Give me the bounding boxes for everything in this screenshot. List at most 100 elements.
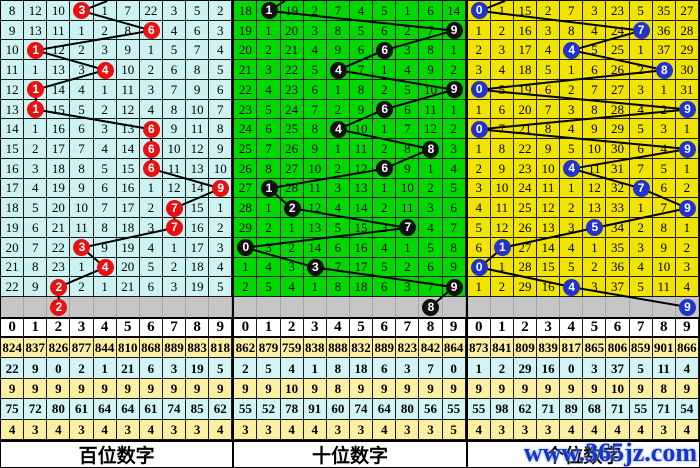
- miss-count-cell: 6: [24, 218, 48, 238]
- drawn-number-circle: 6: [142, 140, 160, 158]
- miss-count-cell: 18: [186, 257, 210, 278]
- digit-header-cell: 2: [47, 319, 71, 336]
- miss-count-cell: 14: [303, 237, 327, 258]
- watermark-link[interactable]: www.365jz.com: [523, 438, 697, 467]
- miss-count-cell: 11: [186, 119, 210, 140]
- stat-cell: 8: [652, 378, 676, 400]
- miss-count-cell: 1: [629, 40, 653, 61]
- stat-cell: 9: [234, 378, 258, 400]
- pending-cell: [491, 297, 514, 317]
- pending-cell: [514, 297, 538, 317]
- drawn-number-circle: 9: [678, 298, 696, 316]
- stat-cell: 3: [257, 419, 281, 441]
- stat-cell: 55: [442, 399, 466, 420]
- miss-count-cell: 1: [373, 119, 397, 140]
- stat-cell: 9: [490, 378, 514, 400]
- digit-header-cell: 7: [396, 319, 420, 336]
- stat-cell: 859: [629, 338, 653, 359]
- miss-count-cell: 18: [513, 60, 538, 80]
- stat-cell: 64: [373, 399, 397, 420]
- stat-cell: 16: [537, 358, 561, 379]
- miss-count-cell: 7: [209, 99, 233, 120]
- miss-count-cell: 1: [652, 79, 676, 100]
- miss-count-cell: 15: [1, 139, 25, 159]
- pending-cell: [257, 297, 281, 317]
- miss-count-cell: 23: [47, 257, 71, 278]
- miss-count-cell: 8: [93, 218, 117, 238]
- miss-count-cell: 7: [326, 257, 350, 278]
- stat-cell: 3: [490, 419, 514, 441]
- drawn-number-circle: 6: [142, 22, 160, 40]
- stat-cell: 3: [583, 358, 607, 379]
- miss-count-cell: 7: [93, 198, 117, 219]
- miss-count-cell: 13: [583, 198, 607, 219]
- pending-cell: [468, 297, 491, 317]
- miss-count-cell: 8: [257, 158, 281, 179]
- pending-cell: [653, 297, 676, 317]
- tens-panel-title: 十位数字: [234, 440, 466, 467]
- units-panel-title: 个位数字: [467, 440, 699, 467]
- drawn-number-circle: 7: [165, 199, 183, 217]
- drawn-number-circle: 2: [50, 298, 68, 316]
- miss-count-cell: 1: [675, 158, 699, 179]
- miss-count-cell: 11: [1, 60, 25, 80]
- miss-count-cell: 19: [186, 277, 210, 297]
- miss-count-cell: 21: [513, 119, 538, 140]
- miss-count-cell: 7: [116, 1, 140, 21]
- stat-cell: 823: [396, 338, 420, 359]
- digit-header-cell: 1: [257, 319, 281, 336]
- miss-count-cell: 28: [513, 257, 538, 278]
- miss-count-cell: 3: [490, 40, 514, 61]
- miss-count-cell: 1: [467, 139, 491, 159]
- miss-count-cell: 3: [93, 40, 117, 61]
- stat-cell: 3: [24, 419, 48, 441]
- miss-count-cell: 10: [303, 158, 327, 179]
- stat-cell: 9: [24, 358, 48, 379]
- miss-count-cell: 11: [490, 198, 514, 219]
- units-stats-rows: 873 841 809 839 817 865 806 859 901 866 1 2 29 16 0 3 37…: [467, 338, 699, 441]
- miss-count-cell: 8: [1, 1, 25, 21]
- stat-cell: 4: [303, 419, 327, 441]
- miss-count-cell: 9: [303, 139, 327, 159]
- miss-count-cell: 1: [467, 99, 491, 120]
- miss-count-cell: 10: [1, 40, 25, 61]
- miss-count-cell: 37: [606, 277, 630, 297]
- stat-cell: 37: [606, 358, 630, 379]
- miss-count-cell: 5: [70, 99, 94, 120]
- drawn-number-circle: 2: [50, 278, 68, 296]
- miss-count-cell: 3: [209, 20, 233, 41]
- stat-cell: 0: [442, 358, 466, 379]
- digit-header-cell: 3: [304, 319, 327, 336]
- miss-count-cell: 16: [349, 237, 374, 258]
- miss-count-cell: 11: [303, 178, 327, 199]
- miss-count-cell: 22: [280, 60, 304, 80]
- miss-count-cell: 27: [606, 79, 630, 100]
- miss-count-cell: 29: [513, 277, 538, 297]
- miss-count-cell: 2: [280, 237, 304, 258]
- miss-count-cell: 24: [234, 119, 258, 140]
- miss-count-cell: 2: [257, 40, 281, 61]
- miss-count-cell: 9: [326, 40, 350, 61]
- miss-count-cell: 10: [162, 139, 187, 159]
- miss-count-cell: 5: [373, 1, 397, 21]
- miss-count-cell: 4: [629, 99, 653, 120]
- miss-count-cell: 7: [419, 277, 443, 297]
- stat-cell: 91: [303, 399, 327, 420]
- stat-cell: 64: [116, 399, 140, 420]
- miss-count-cell: 13: [349, 178, 374, 199]
- miss-count-cell: 1: [70, 20, 94, 41]
- miss-count-cell: 10: [537, 158, 561, 179]
- miss-count-cell: 2: [442, 119, 466, 140]
- digit-header-cell: 2: [281, 319, 304, 336]
- miss-count-cell: 1: [93, 277, 117, 297]
- stat-row: 862 879 759 838 888 832 889 823 842 864: [234, 338, 466, 359]
- miss-count-cell: 12: [419, 119, 443, 140]
- miss-count-cell: 12: [349, 158, 374, 179]
- miss-count-cell: 14: [442, 1, 466, 21]
- miss-count-cell: 2: [326, 99, 350, 120]
- miss-count-cell: 10: [396, 178, 420, 199]
- drawn-number-circle: 2: [283, 199, 301, 217]
- miss-count-cell: 1: [490, 1, 514, 21]
- stat-cell: 4: [209, 419, 233, 441]
- miss-count-cell: 3: [652, 119, 676, 140]
